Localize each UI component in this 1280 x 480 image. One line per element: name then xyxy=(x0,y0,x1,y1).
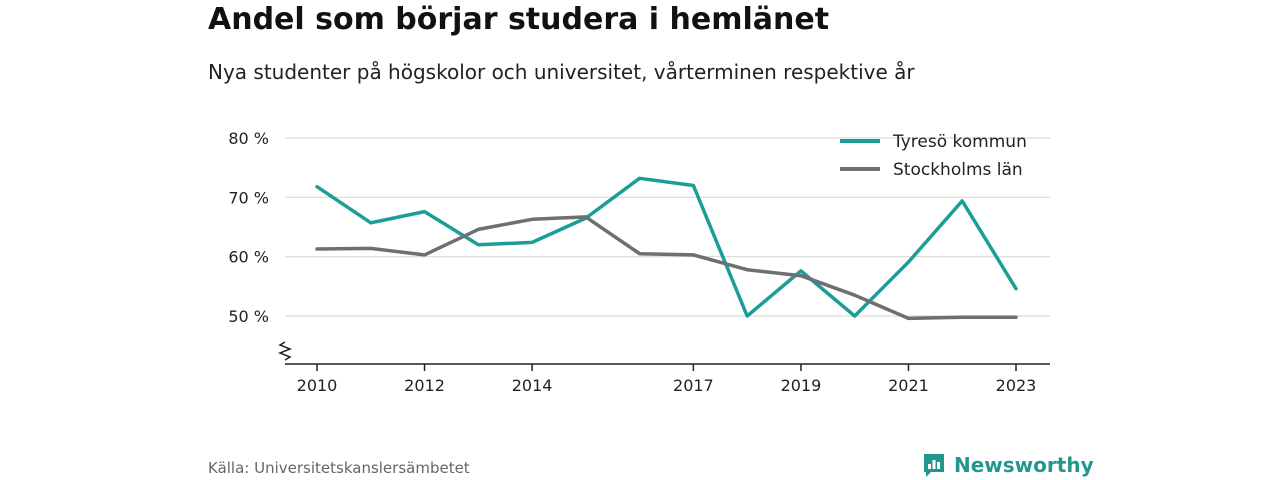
x-axis xyxy=(277,341,1050,365)
y-axis-ticks: 50 % 60 % 70 % 80 % xyxy=(228,129,269,326)
y-tick-label: 80 % xyxy=(228,129,269,148)
newsworthy-icon xyxy=(924,454,944,477)
y-tick-label: 70 % xyxy=(228,188,269,207)
legend-label: Stockholms län xyxy=(893,160,1023,180)
x-tick-label: 2021 xyxy=(888,376,929,395)
x-tick-label: 2019 xyxy=(781,376,822,395)
chart-title: Andel som börjar studera i hemlänet xyxy=(208,2,830,37)
x-tick-label: 2014 xyxy=(512,376,553,395)
newsworthy-logo: Newsworthy xyxy=(922,452,1094,478)
brand-name: Newsworthy xyxy=(954,453,1094,477)
x-tick-label: 2010 xyxy=(297,376,338,395)
source-note: Källa: Universitetskanslersämbetet xyxy=(208,459,470,477)
x-axis-ticks: 2010 2012 2014 2017 2019 2021 2023 xyxy=(297,364,1037,395)
x-tick-label: 2012 xyxy=(404,376,445,395)
gridlines xyxy=(285,137,1050,317)
y-tick-label: 60 % xyxy=(228,248,269,267)
series-lines xyxy=(315,176,1018,321)
legend: Tyresö kommun Stockholms län xyxy=(840,132,1027,180)
series-line-tyreso xyxy=(315,176,1018,318)
chart-subtitle: Nya studenter på högskolor och universit… xyxy=(208,60,915,84)
legend-label: Tyresö kommun xyxy=(892,132,1027,152)
axis-break-icon xyxy=(277,341,293,361)
y-tick-label: 50 % xyxy=(228,307,269,326)
line-chart: 50 % 60 % 70 % 80 % 2010 2012 2014 2017 2019 202… xyxy=(228,129,1050,395)
x-tick-label: 2017 xyxy=(673,376,714,395)
series-line-stockholm xyxy=(315,215,1018,321)
x-tick-label: 2023 xyxy=(996,376,1037,395)
